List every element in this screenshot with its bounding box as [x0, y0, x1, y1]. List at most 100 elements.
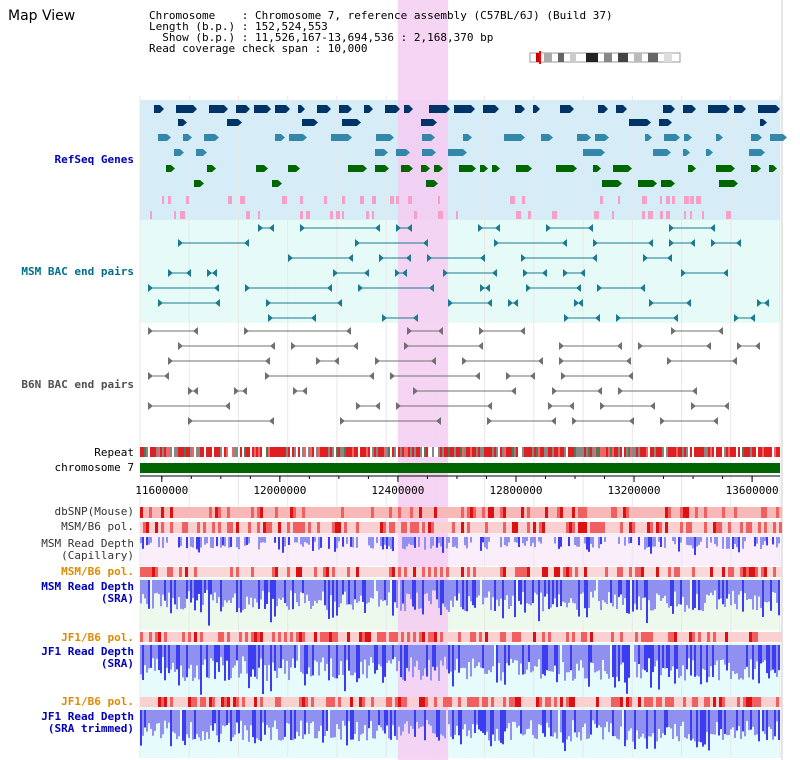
jf1-depth-sra-bar — [696, 645, 698, 676]
gene-arrow — [496, 165, 500, 172]
dbsnp-cell — [533, 507, 536, 518]
msm-pol2-cell — [680, 567, 683, 577]
jf1-depth-sra-bar — [524, 645, 526, 674]
msm-pol2-cell — [776, 567, 779, 577]
refseq-minor — [390, 196, 394, 204]
msm-depth-sra-bar — [734, 580, 736, 604]
jf1-depth-sra-bar — [250, 645, 252, 677]
gene-feature — [769, 165, 773, 172]
repeat-cell — [394, 447, 396, 457]
msm-pol2-cell — [203, 567, 206, 577]
msm-depth-sra-bar — [628, 580, 630, 614]
repeat-cell — [464, 447, 466, 457]
jf1-depth-trim-bar — [220, 710, 222, 734]
jf1-pol-cell — [620, 632, 623, 642]
msm-bac-pair-end — [244, 239, 249, 247]
dbsnp-cell — [410, 507, 413, 518]
jf1-depth-trim-bar — [484, 710, 486, 735]
jf1-depth-sra-bar — [330, 645, 332, 659]
msm-bac-pair-end — [427, 254, 432, 262]
jf1-depth-sra-bar — [522, 645, 524, 675]
dbsnp-cell — [164, 507, 167, 518]
dbsnp-cell — [554, 507, 557, 518]
msm-depth-cap-bar — [584, 537, 586, 544]
repeat-cell — [204, 447, 206, 457]
jf1-depth-trim-bar — [352, 710, 354, 740]
repeat-cell — [642, 447, 644, 457]
jf1-depth-sra-bar — [386, 645, 388, 664]
gene-feature — [342, 119, 357, 126]
msm-pol2-cell — [596, 567, 599, 577]
jf1-pol-cell — [212, 632, 215, 642]
msm-depth-cap-bar — [624, 537, 626, 546]
gene-arrow — [296, 165, 300, 172]
repeat-cell — [180, 447, 182, 457]
jf1-pol-cell — [503, 632, 506, 642]
b6n-bac-pair-end — [706, 342, 711, 350]
jf1-pol-cell — [710, 632, 713, 642]
gene-feature — [434, 165, 439, 172]
repeat-cell — [420, 447, 422, 457]
msm-depth-sra-bar — [202, 580, 204, 606]
jf1-depth-sra-bar — [682, 645, 684, 666]
jf1-pol-cell — [290, 632, 293, 642]
msm-pol2-cell — [419, 567, 422, 577]
msm-depth-cap-bar — [532, 537, 534, 543]
jf1-depth-trim-bar — [218, 710, 220, 743]
msm-depth-sra-bar — [174, 580, 176, 605]
b6n-bac-pair-end — [628, 372, 633, 380]
msm-depth-cap-bar — [192, 537, 194, 548]
msm-depth-sra-bar — [702, 580, 704, 612]
msm-bac-pair-end — [649, 299, 654, 307]
msm-depth-sra-bar — [558, 580, 560, 595]
dbsnp-cell — [671, 507, 674, 518]
jf1-pol2-cell — [605, 697, 608, 707]
jf1-depth-sra-bar — [452, 645, 454, 687]
msm-pol2-cell — [719, 567, 722, 577]
jf1-pol2-cell — [545, 697, 548, 707]
jf1-depth-trim-bar — [164, 710, 166, 721]
repeat-cell — [604, 447, 606, 457]
gene-feature — [288, 165, 296, 172]
jf1-pol-cell — [218, 632, 221, 642]
jf1-pol-cell — [272, 632, 275, 642]
msm-depth-sra-bar — [414, 580, 416, 610]
msm-depth-cap-bar — [338, 537, 340, 542]
msm-depth-sra-bar — [580, 580, 582, 595]
msm-depth-sra-bar — [640, 580, 642, 611]
msm-bac-pair-end — [686, 299, 691, 307]
msm-depth-sra-bar — [232, 580, 234, 598]
repeat-cell — [276, 447, 278, 457]
msm-depth-sra-bar — [262, 580, 264, 591]
b6n-bac-pair-end — [520, 327, 525, 335]
refseq-minor — [696, 196, 701, 204]
repeat-cell — [458, 447, 460, 457]
jf1-depth-sra-bar — [580, 645, 582, 661]
msm-pol2-cell — [749, 567, 752, 577]
jf1-pol-cell — [743, 632, 746, 642]
repeat-cell — [322, 447, 324, 457]
repeat-cell — [688, 447, 690, 457]
gene-feature — [289, 134, 303, 141]
jf1-depth-sra-bar — [252, 645, 254, 670]
msm-pol-cell — [485, 522, 488, 533]
jf1-depth-sra-bar — [528, 645, 530, 662]
track-label-dbsnp: dbSNP(Mouse) — [54, 505, 134, 518]
gene-feature — [516, 165, 528, 172]
dbsnp-cell — [161, 507, 164, 518]
b6n-bac-pair-end — [375, 357, 380, 365]
msm-depth-cap-bar — [314, 537, 316, 542]
dbsnp-cell — [308, 507, 311, 518]
jf1-depth-trim-bar — [438, 710, 440, 741]
b6n-bac-pair-end — [407, 327, 412, 335]
jf1-depth-trim-bar — [516, 710, 518, 728]
jf1-depth-trim-bar — [702, 710, 704, 747]
jf1-depth-sra-bar — [704, 645, 706, 670]
dbsnp-cell — [401, 507, 404, 518]
msm-depth-sra-bar — [318, 580, 320, 600]
gene-feature — [204, 134, 215, 141]
msm-pol-cell — [350, 522, 353, 533]
msm-pol-cell — [524, 522, 527, 533]
